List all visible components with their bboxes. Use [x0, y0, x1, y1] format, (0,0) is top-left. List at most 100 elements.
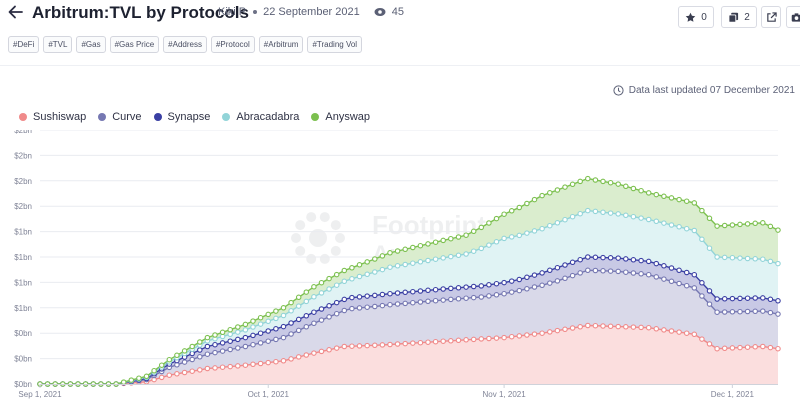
tag-list: #DeFi #TVL #Gas #Gas Price #Address #Protocol…: [8, 36, 363, 53]
point-anyswap: [699, 207, 705, 214]
point-synapse: [333, 299, 340, 306]
point-anyswap: [714, 223, 720, 229]
point-curve: [592, 267, 599, 274]
point-synapse: [204, 343, 211, 350]
point-anyswap: [227, 326, 233, 333]
point-sushiswap: [744, 344, 751, 350]
legend-swatch: [98, 113, 107, 121]
point-anyswap: [440, 237, 446, 244]
tag-chip[interactable]: #DeFi: [8, 36, 40, 53]
screenshot-button[interactable]: [786, 6, 800, 28]
watermark-dot: [295, 245, 306, 256]
point-synapse: [539, 270, 545, 276]
point-synapse: [744, 295, 751, 301]
point-synapse: [516, 276, 523, 283]
watermark-dot: [291, 233, 301, 243]
point-curve: [744, 308, 751, 315]
watermark-dot: [330, 245, 341, 256]
tag-chip[interactable]: #TVL: [43, 36, 73, 53]
point-synapse: [760, 295, 766, 301]
point-anyswap: [288, 299, 294, 306]
point-anyswap: [151, 367, 157, 374]
tag-chip[interactable]: #Protocol: [210, 36, 255, 53]
point-curve: [554, 278, 561, 284]
point-anyswap: [729, 222, 736, 228]
point-curve: [508, 289, 515, 295]
point-anyswap: [562, 184, 568, 190]
point-anyswap: [760, 220, 766, 226]
point-anyswap: [691, 200, 698, 206]
point-anyswap: [683, 198, 690, 204]
point-anyswap: [501, 211, 507, 217]
author-name[interactable]: Kiki P: [218, 6, 247, 18]
legend-item-synapse[interactable]: Synapse: [153, 111, 210, 123]
point-curve: [775, 311, 781, 317]
point-synapse: [554, 264, 561, 271]
point-sushiswap: [197, 367, 203, 373]
tag-chip[interactable]: #Gas Price: [109, 36, 160, 53]
legend-label: Anyswap: [325, 111, 370, 123]
favorite-button[interactable]: 0: [678, 6, 714, 28]
page-title: Arbitrum:TVL by Protocols: [32, 3, 249, 22]
point-synapse: [341, 296, 348, 303]
copy-button[interactable]: 2: [721, 6, 757, 28]
area-sushiswap: [40, 325, 778, 384]
point-sushiswap: [341, 343, 348, 350]
tag-chip[interactable]: #Gas: [76, 36, 106, 53]
legend-item-abracadabra[interactable]: Abracadabra: [222, 111, 299, 123]
point-anyswap: [577, 178, 583, 185]
camera-icon: [791, 12, 800, 22]
back-arrow-icon[interactable]: [6, 2, 26, 22]
point-sushiswap: [775, 345, 781, 352]
point-synapse: [417, 288, 424, 294]
point-synapse: [508, 278, 515, 284]
point-anyswap: [128, 377, 135, 383]
legend-item-anyswap[interactable]: Anyswap: [311, 111, 370, 123]
point-curve: [531, 284, 538, 290]
point-sushiswap: [714, 345, 720, 352]
point-abracadabra: [235, 329, 241, 335]
point-abracadabra: [394, 263, 401, 269]
point-synapse: [402, 289, 408, 296]
point-curve: [630, 270, 637, 276]
point-abracadabra: [706, 245, 713, 251]
point-synapse: [250, 332, 256, 339]
tag-chip[interactable]: #Trading Vol: [307, 36, 363, 53]
point-sushiswap: [318, 348, 325, 355]
point-anyswap: [744, 221, 751, 227]
point-anyswap: [326, 275, 332, 282]
point-curve: [493, 292, 500, 298]
legend-item-sushiswap[interactable]: Sushiswap: [19, 111, 86, 123]
point-synapse: [531, 272, 538, 278]
point-abracadabra: [295, 303, 302, 309]
point-anyswap: [136, 375, 142, 381]
legend-item-curve[interactable]: Curve: [98, 111, 142, 123]
point-anyswap: [417, 242, 424, 249]
point-anyswap: [250, 318, 256, 324]
point-synapse: [737, 295, 743, 302]
point-anyswap: [204, 334, 211, 341]
point-synapse: [683, 269, 690, 276]
tag-chip[interactable]: #Address: [163, 36, 207, 53]
point-sushiswap: [516, 333, 523, 339]
point-anyswap: [592, 177, 599, 183]
tag-chip[interactable]: #Arbitrum: [258, 36, 304, 53]
point-synapse: [767, 296, 774, 303]
point-sushiswap: [486, 335, 492, 342]
point-synapse: [630, 257, 637, 263]
point-anyswap: [486, 220, 492, 226]
point-synapse: [600, 254, 606, 261]
point-abracadabra: [333, 282, 340, 288]
open-external-button[interactable]: [761, 6, 781, 28]
point-anyswap: [775, 227, 781, 233]
point-curve: [714, 309, 720, 315]
point-abracadabra: [737, 255, 743, 261]
area-curve: [40, 270, 778, 384]
point-anyswap: [668, 195, 675, 201]
point-sushiswap: [227, 363, 233, 370]
point-sushiswap: [394, 341, 401, 347]
point-curve: [235, 345, 241, 351]
favorite-count: 0: [701, 11, 707, 23]
point-abracadabra: [683, 225, 690, 232]
point-curve: [706, 301, 713, 307]
